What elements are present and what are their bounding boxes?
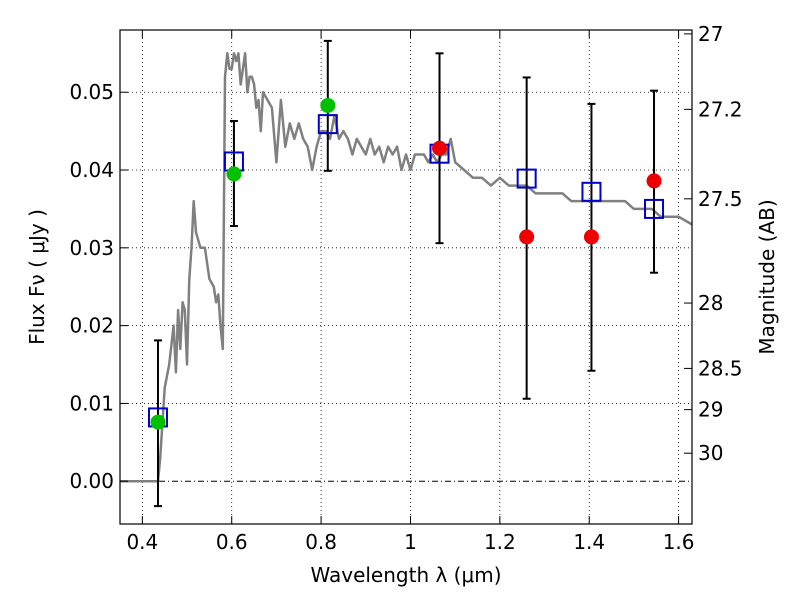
x-tick-label: 0.6 [216,530,248,554]
magnitude-tick-label: 30 [698,441,723,465]
observed-point [583,229,599,245]
x-tick-labels: 0.4 0.6 0.8 1 1.2 1.4 1.6 [126,530,694,554]
model-photometry [147,114,665,428]
magnitude-tick-label: 27.5 [698,187,743,211]
x-tick-label: 1 [404,530,417,554]
y-axis-label: Flux Fν ( μJy ) [25,209,49,345]
x-axis-label: Wavelength λ (μm) [310,563,501,587]
y-tick-labels: 0.00 0.01 0.02 0.03 0.04 0.05 [69,80,114,493]
observed-point [432,140,448,156]
magnitude-tick-labels: 27 27.2 27.5 28 28.5 29 30 [698,22,743,465]
error-bars [153,39,659,508]
observed-point [519,229,535,245]
magnitude-tick-label: 28.5 [698,356,743,380]
magnitude-tick-label: 27 [698,22,723,46]
x-tick-label: 0.8 [305,530,337,554]
detection-point [150,414,166,430]
magnitude-tick-label: 27.2 [698,97,743,121]
y-tick-label: 0.05 [69,80,114,104]
model-square [516,168,537,189]
observed-point [646,173,662,189]
model-square [644,198,665,219]
detection-point [320,97,336,113]
model-square [317,114,338,135]
y-tick-label: 0.04 [69,158,114,182]
y-tick-label: 0.02 [69,314,114,338]
observed-points [150,97,662,430]
magnitude-tick-label: 28 [698,291,723,315]
magnitude-tick-label: 29 [698,398,723,422]
spectrum-line [120,52,693,483]
plot-frame [119,29,693,525]
detection-point [226,166,242,182]
x-tick-label: 1.2 [484,530,516,554]
model-square [581,181,602,202]
ticks [120,30,692,524]
y-tick-label: 0.03 [69,236,114,260]
y-tick-label: 0.00 [69,469,114,493]
x-tick-label: 1.6 [663,530,695,554]
magnitude-axis-label: Magnitude (AB) [755,199,779,354]
x-tick-label: 1.4 [573,530,605,554]
grid [120,30,692,524]
y-tick-label: 0.01 [69,391,114,415]
x-tick-label: 0.4 [126,530,158,554]
model-spectrum [120,52,693,483]
